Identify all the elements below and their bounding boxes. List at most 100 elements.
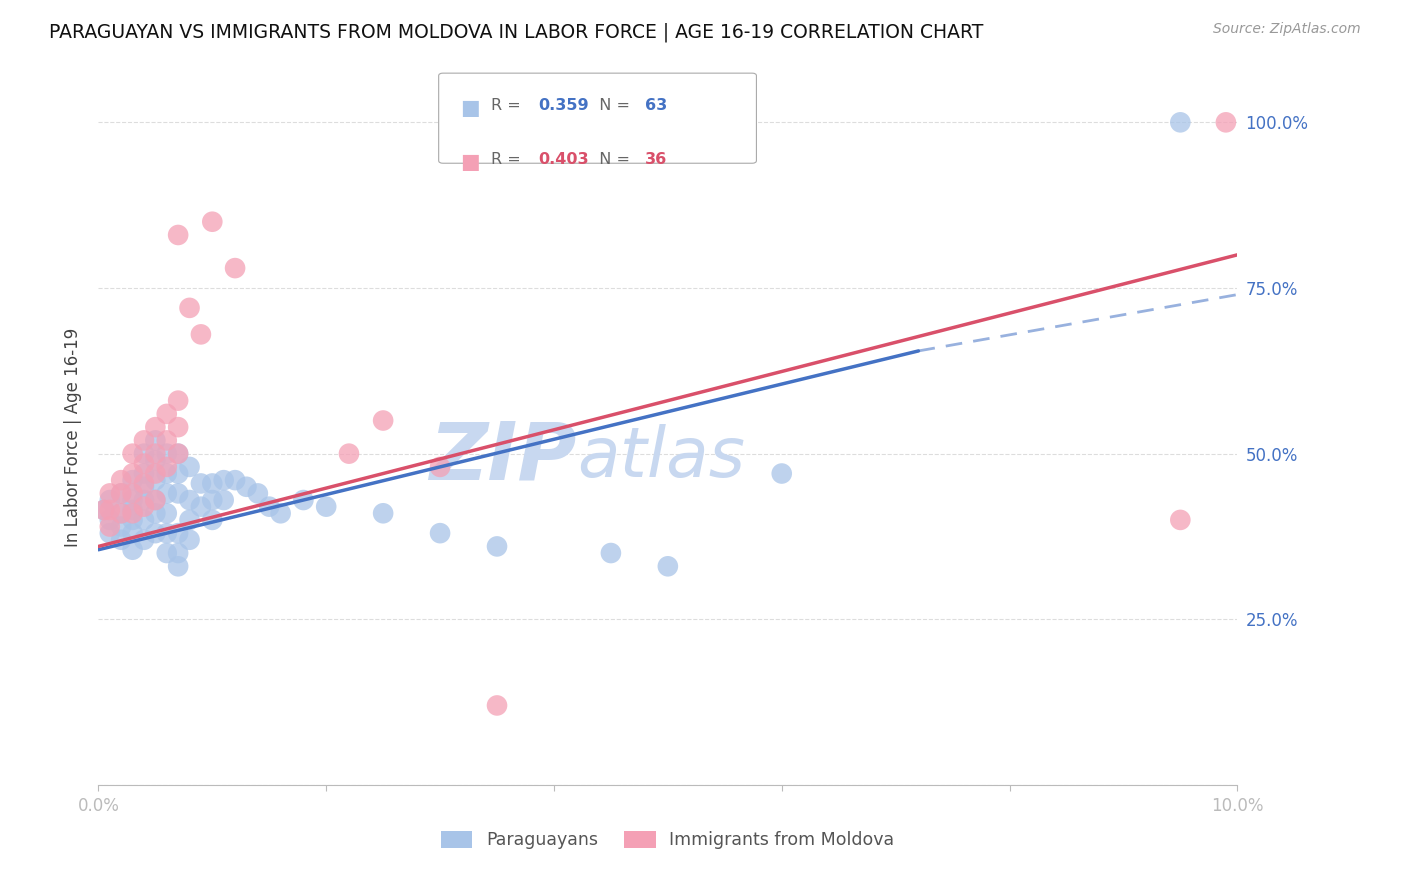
Point [259, 500, 281, 514]
Point [156, 546, 179, 560]
Point [145, 473, 167, 487]
Point [121, 467, 143, 481]
Text: atlas: atlas [576, 425, 745, 491]
Point [110, 486, 132, 500]
Text: 63: 63 [645, 98, 668, 113]
Point [145, 434, 167, 448]
Legend: Paraguayans, Immigrants from Moldova: Paraguayans, Immigrants from Moldova [434, 823, 901, 856]
Point [167, 526, 190, 541]
Point [145, 506, 167, 520]
Point [145, 467, 167, 481]
Text: ZIP: ZIP [429, 419, 576, 497]
Point [179, 459, 201, 474]
Point [235, 480, 257, 494]
Point [145, 447, 167, 461]
Point [121, 503, 143, 517]
Point [373, 506, 395, 520]
Point [179, 513, 201, 527]
Point [179, 301, 201, 315]
Point [145, 453, 167, 467]
Y-axis label: In Labor Force | Age 16-19: In Labor Force | Age 16-19 [63, 327, 82, 547]
Text: 0.359: 0.359 [538, 98, 589, 113]
Point [201, 493, 224, 508]
Point [190, 500, 212, 514]
Point [224, 473, 246, 487]
Text: 36: 36 [645, 152, 668, 167]
Point [110, 519, 132, 533]
Point [145, 526, 167, 541]
Point [179, 493, 201, 508]
Point [110, 506, 132, 520]
Point [212, 493, 235, 508]
Point [770, 467, 793, 481]
Point [145, 493, 167, 508]
Point [156, 506, 179, 520]
Text: R =: R = [491, 98, 526, 113]
Point [224, 261, 246, 276]
Text: PARAGUAYAN VS IMMIGRANTS FROM MOLDOVA IN LABOR FORCE | AGE 16-19 CORRELATION CHA: PARAGUAYAN VS IMMIGRANTS FROM MOLDOVA IN… [49, 22, 984, 42]
Point [167, 447, 190, 461]
Point [132, 467, 155, 481]
Point [98, 519, 121, 533]
Point [167, 546, 190, 560]
Point [145, 420, 167, 434]
Point [190, 476, 212, 491]
Point [121, 473, 143, 487]
Point [93, 503, 115, 517]
Point [121, 513, 143, 527]
Point [145, 493, 167, 508]
Point [132, 476, 155, 491]
Point [201, 215, 224, 229]
Point [132, 447, 155, 461]
Point [121, 447, 143, 461]
Point [486, 698, 509, 713]
Text: 0.403: 0.403 [538, 152, 589, 167]
Text: ■: ■ [460, 98, 479, 118]
Point [156, 434, 179, 448]
Point [337, 447, 360, 461]
Point [121, 506, 143, 520]
Point [167, 559, 190, 574]
Point [201, 513, 224, 527]
Point [167, 447, 190, 461]
Point [110, 473, 132, 487]
Point [167, 420, 190, 434]
Point [121, 526, 143, 541]
Point [246, 486, 269, 500]
Point [600, 546, 623, 560]
Point [132, 434, 155, 448]
Point [1170, 513, 1192, 527]
Point [167, 486, 190, 500]
Point [270, 506, 292, 520]
Point [132, 500, 155, 514]
Point [121, 493, 143, 508]
Point [315, 500, 337, 514]
Text: Source: ZipAtlas.com: Source: ZipAtlas.com [1213, 22, 1361, 37]
Text: R =: R = [491, 152, 526, 167]
Point [132, 533, 155, 547]
Point [156, 486, 179, 500]
Point [98, 493, 121, 508]
Point [167, 393, 190, 408]
Point [179, 533, 201, 547]
Point [110, 506, 132, 520]
Point [486, 540, 509, 554]
Point [98, 503, 121, 517]
Point [110, 486, 132, 500]
Point [156, 407, 179, 421]
Point [121, 542, 143, 557]
Text: ■: ■ [460, 152, 479, 171]
Point [190, 327, 212, 342]
Point [110, 533, 132, 547]
Point [98, 513, 121, 527]
Point [156, 526, 179, 541]
Point [132, 480, 155, 494]
Point [167, 467, 190, 481]
Point [429, 526, 451, 541]
Point [132, 493, 155, 508]
Point [93, 503, 115, 517]
Point [1170, 115, 1192, 129]
Point [373, 413, 395, 427]
Point [98, 486, 121, 500]
Point [212, 473, 235, 487]
